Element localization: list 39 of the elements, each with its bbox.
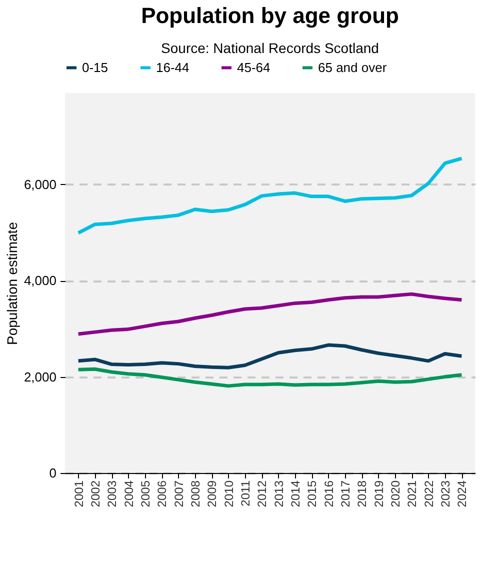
x-tick-label: 2021 (405, 480, 420, 508)
chart-subtitle: Source: National Records Scotland (161, 40, 379, 56)
x-tick-label: 2019 (372, 480, 386, 508)
x-tick-label: 2008 (188, 480, 202, 508)
x-tick-label: 2009 (205, 480, 220, 508)
legend-label: 45-64 (237, 60, 270, 75)
line-series (76, 343, 464, 370)
line-series (76, 156, 464, 235)
x-tick-label: 2004 (122, 480, 136, 508)
chart-title: Population by age group (141, 3, 399, 28)
y-tick-label: 2,000 (24, 369, 56, 384)
x-tick-label: 2007 (172, 480, 186, 508)
x-tick-label: 2012 (255, 480, 270, 508)
line-series (76, 292, 464, 336)
x-tick-label: 2017 (338, 480, 352, 508)
line-series (76, 367, 464, 388)
x-tick-label: 2015 (305, 480, 320, 508)
y-axis-title: Population estimate (4, 222, 20, 345)
x-tick-label: 2002 (88, 480, 102, 508)
y-tick-label: 0 (49, 466, 56, 480)
legend-label: 65 and over (318, 60, 388, 75)
x-tick-label: 2018 (355, 480, 370, 508)
x-tick-label: 2010 (222, 480, 236, 508)
y-tick-label: 6,000 (24, 176, 56, 192)
legend-label: 0-15 (82, 60, 108, 75)
x-tick-label: 2022 (422, 480, 436, 508)
x-tick-label: 2020 (388, 480, 402, 508)
legend-label: 16-44 (156, 60, 190, 75)
x-tick-label: 2003 (105, 480, 120, 508)
y-tick-label: 4,000 (24, 273, 56, 288)
x-tick-label: 2016 (322, 480, 336, 508)
x-tick-label: 2001 (72, 480, 86, 508)
x-tick-label: 2005 (138, 480, 152, 508)
x-tick-label: 2013 (272, 480, 286, 508)
x-tick-label: 2023 (438, 480, 452, 508)
x-tick-label: 2011 (238, 480, 252, 506)
x-tick-label: 2006 (155, 480, 170, 508)
x-tick-label: 2024 (455, 480, 470, 508)
x-tick-label: 2014 (288, 480, 302, 508)
